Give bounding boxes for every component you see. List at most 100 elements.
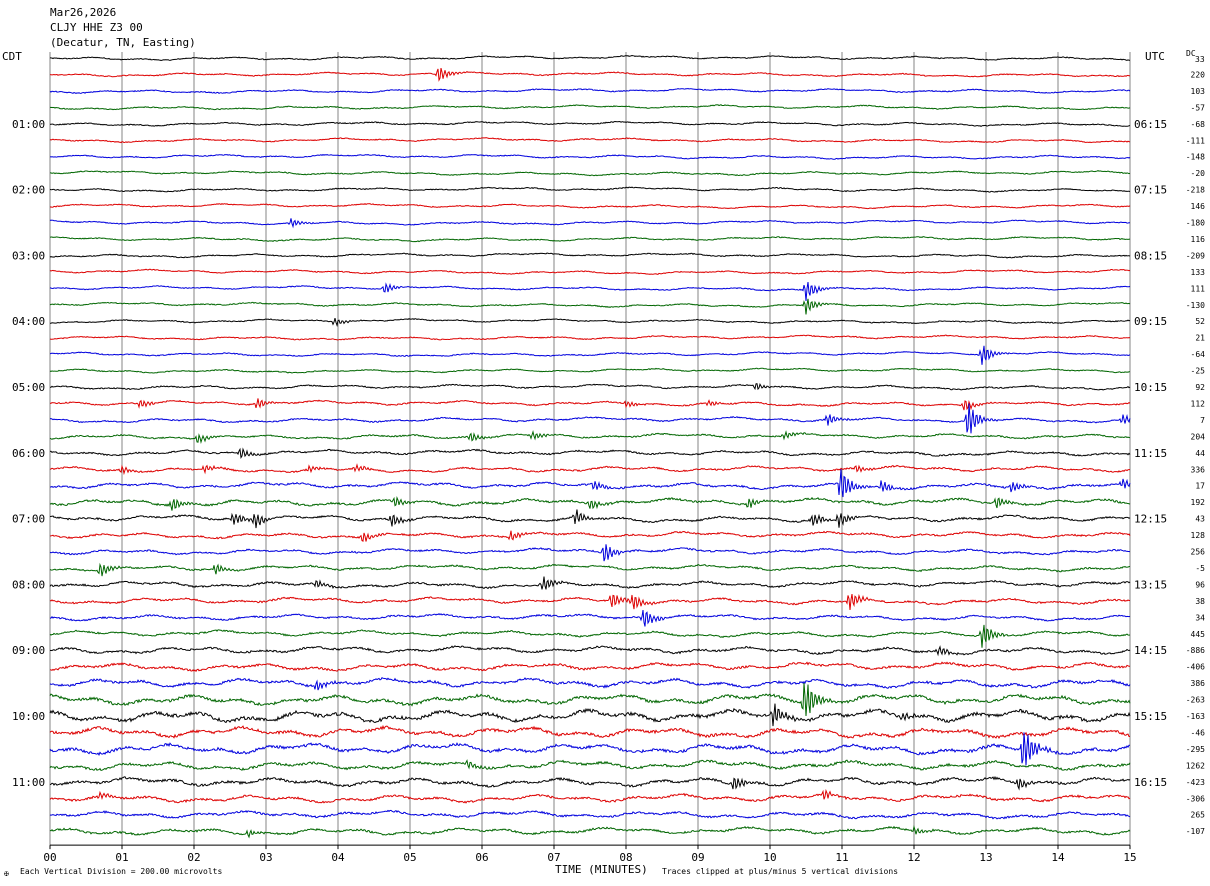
- x-tick-label-03: 03: [259, 851, 272, 864]
- x-tick-label-00: 00: [43, 851, 56, 864]
- dc-offset-value: 192: [1191, 498, 1206, 507]
- logo-mark: ✠: [4, 869, 9, 878]
- right-time-label: 15:15: [1134, 710, 1167, 723]
- dc-offset-value: 52: [1195, 317, 1205, 326]
- x-tick-label-07: 07: [547, 851, 560, 864]
- dc-offset-value: 146: [1191, 202, 1206, 211]
- dc-offset-value: 34: [1195, 613, 1205, 622]
- dc-offset-value: -423: [1186, 778, 1205, 787]
- dc-offset-value: -180: [1186, 219, 1205, 228]
- trace-line-33: [49, 576, 1131, 590]
- trace-line-21: [50, 383, 1131, 391]
- x-tick-label-14: 14: [1051, 851, 1065, 864]
- dc-offset-value: -148: [1186, 153, 1205, 162]
- trace-line-1: [49, 54, 1130, 62]
- dc-offset-value: -25: [1191, 367, 1206, 376]
- dc-offset-value: -218: [1186, 186, 1205, 195]
- x-tick-label-11: 11: [835, 851, 848, 864]
- trace-line-5: [49, 120, 1131, 127]
- trace-line-18: [49, 334, 1131, 341]
- dc-offset-value: 17: [1195, 482, 1205, 491]
- dc-offset-value: 96: [1195, 580, 1205, 589]
- dc-offset-value: 265: [1191, 811, 1206, 820]
- dc-first-value: 33: [1195, 55, 1205, 64]
- header-location: (Decatur, TN, Easting): [50, 36, 196, 49]
- trace-line-24: [49, 430, 1131, 445]
- dc-offset-value: -64: [1191, 350, 1206, 359]
- x-tick-label-06: 06: [475, 851, 488, 864]
- dc-offset-value: -295: [1186, 745, 1205, 754]
- dc-offset-value: -886: [1186, 646, 1205, 655]
- right-time-label: 11:15: [1134, 447, 1167, 460]
- left-time-label: 08:00: [12, 578, 45, 591]
- grid-lines: [49, 52, 1131, 850]
- left-time-label: 07:00: [12, 513, 45, 526]
- right-time-label: 08:15: [1134, 249, 1167, 262]
- right-time-labels: 06:15 07:15 08:15 09:15 10:15 11:15 12:15 13:15…: [1134, 118, 1167, 789]
- dc-offset-value: -68: [1191, 120, 1206, 129]
- trace-line-36: [49, 624, 1131, 648]
- x-tick-label-13: 13: [979, 851, 992, 864]
- trace-line-12: [50, 236, 1131, 243]
- trace-line-37: [49, 645, 1131, 657]
- trace-line-14: [49, 268, 1131, 275]
- trace-line-40: [49, 682, 1131, 717]
- left-time-label: 04:00: [12, 315, 45, 328]
- left-time-label: 09:00: [12, 644, 45, 657]
- left-time-label: 10:00: [12, 710, 45, 723]
- dc-offset-value: -46: [1191, 728, 1206, 737]
- right-time-label: 09:15: [1134, 315, 1167, 328]
- trace-line-27: [50, 469, 1131, 498]
- dc-offset-value: 7: [1200, 416, 1205, 425]
- trace-line-9: [49, 186, 1131, 193]
- dc-offset-value: 256: [1191, 548, 1206, 557]
- dc-offset-value: -107: [1186, 827, 1205, 836]
- dc-offset-value: -57: [1191, 103, 1206, 112]
- dc-offset-value: -5: [1195, 564, 1205, 573]
- right-time-label: 13:15: [1134, 578, 1167, 591]
- dc-offset-value: 43: [1195, 515, 1205, 524]
- trace-line-26: [49, 463, 1130, 476]
- dc-offset-value: 133: [1191, 268, 1206, 277]
- right-time-label: 06:15: [1134, 118, 1167, 131]
- dc-offset-value: -306: [1186, 794, 1205, 803]
- dc-offset-value: 204: [1191, 432, 1206, 441]
- dc-offset-value: -406: [1186, 663, 1205, 672]
- left-time-label: 06:00: [12, 447, 45, 460]
- trace-line-3: [49, 87, 1131, 95]
- trace-line-20: [49, 367, 1131, 374]
- x-tick-label-01: 01: [115, 851, 128, 864]
- right-time-label: 07:15: [1134, 184, 1167, 197]
- dc-offset-value: 111: [1191, 284, 1206, 293]
- header-station: CLJY HHE Z3 00: [50, 21, 143, 34]
- x-tick-label-12: 12: [907, 851, 920, 864]
- dc-offset-value: -20: [1191, 169, 1206, 178]
- dc-offset-value: 220: [1191, 70, 1206, 79]
- x-tick-label-08: 08: [619, 851, 632, 864]
- dc-offset-value: 128: [1191, 531, 1206, 540]
- x-tick-label-04: 04: [331, 851, 345, 864]
- left-time-labels: 01:00 02:00 03:00 04:00 05:00 06:00 07:00 08:00…: [12, 118, 45, 789]
- trace-line-38: [50, 661, 1131, 673]
- trace-line-44: [49, 759, 1131, 771]
- trace-line-7: [49, 153, 1131, 160]
- trace-line-23: [49, 403, 1131, 434]
- trace-line-11: [49, 218, 1131, 229]
- left-time-label: 03:00: [12, 249, 45, 262]
- dc-offset-value: 112: [1191, 399, 1206, 408]
- trace-line-19: [49, 345, 1131, 365]
- x-tick-label-15: 15: [1123, 851, 1136, 864]
- dc-offset-value: -209: [1186, 251, 1205, 260]
- x-tick-label-02: 02: [187, 851, 200, 864]
- scale-note: Each Vertical Division = 200.00 microvol…: [20, 867, 222, 876]
- trace-line-13: [49, 252, 1131, 259]
- trace-line-4: [49, 104, 1131, 111]
- dc-offset-value: -263: [1186, 696, 1205, 705]
- trace-line-45: [49, 775, 1131, 791]
- dc-offset-value: -111: [1186, 136, 1205, 145]
- dc-offset-value: 1262: [1186, 761, 1205, 770]
- right-time-label: 10:15: [1134, 381, 1167, 394]
- dc-offset-value: 44: [1195, 449, 1205, 458]
- x-tick-labels: 00 01 02 03 04 05 06 07 08 09 10 11 12 13 14 15: [43, 851, 1136, 864]
